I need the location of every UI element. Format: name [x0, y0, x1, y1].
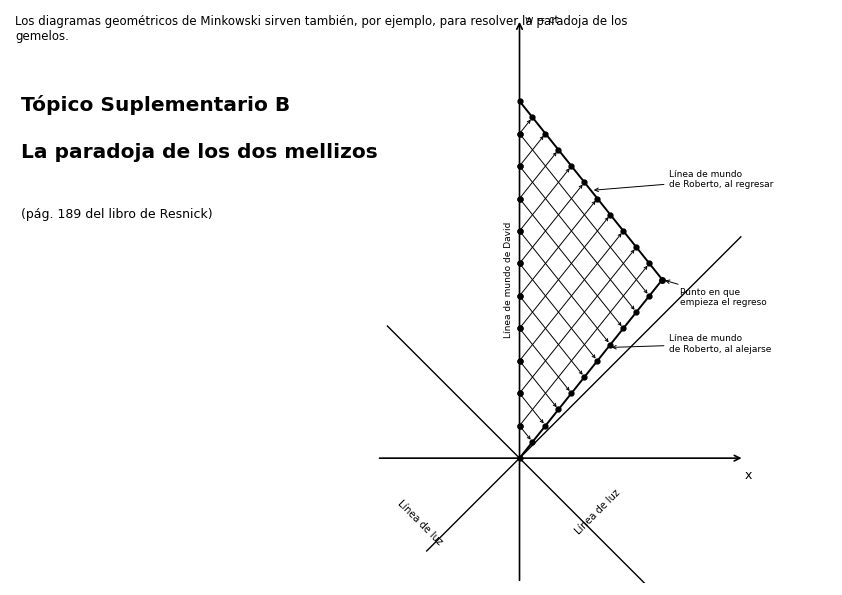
Text: Punto en que
empieza el regreso: Punto en que empieza el regreso [666, 280, 767, 307]
Text: Los diagramas geométricos de Minkowski sirven también, por ejemplo, para resolve: Los diagramas geométricos de Minkowski s… [15, 15, 627, 43]
Text: (pág. 189 del libro de Resnick): (pág. 189 del libro de Resnick) [21, 208, 213, 221]
Text: Línea de mundo
de Roberto, al alejarse: Línea de mundo de Roberto, al alejarse [613, 334, 772, 353]
Text: La paradoja de los dos mellizos: La paradoja de los dos mellizos [21, 143, 378, 162]
Text: Línea de luz: Línea de luz [395, 498, 444, 547]
Text: Línea de luz: Línea de luz [573, 487, 622, 536]
Text: x: x [744, 469, 752, 482]
Text: w = ct: w = ct [525, 15, 558, 26]
Text: Línea de mundo de David: Línea de mundo de David [504, 221, 514, 338]
Text: Línea de mundo
de Roberto, al regresar: Línea de mundo de Roberto, al regresar [594, 170, 774, 192]
Text: Tópico Suplementario B: Tópico Suplementario B [21, 95, 290, 115]
